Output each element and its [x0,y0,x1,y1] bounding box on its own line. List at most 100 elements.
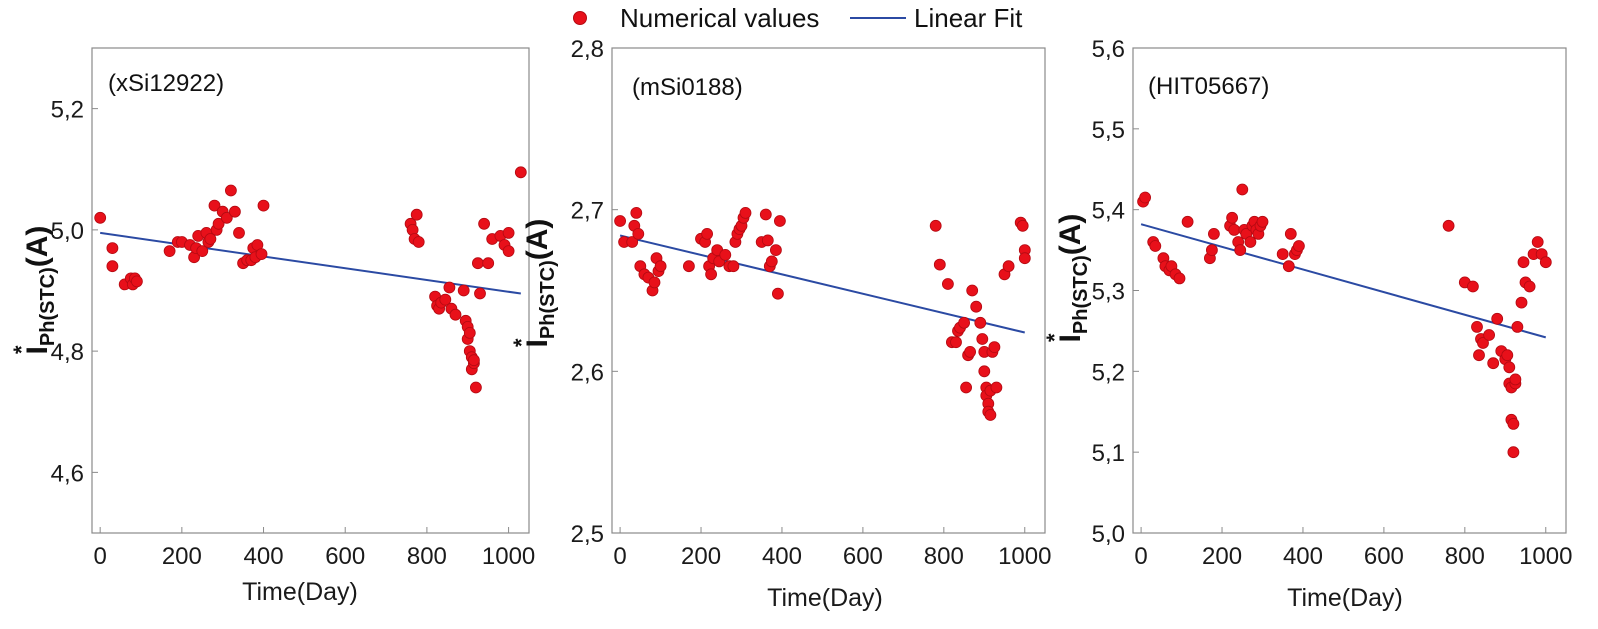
data-point [630,206,643,219]
panel-title: (HIT05667) [1148,73,1269,100]
data-point [449,308,462,321]
data-point [683,260,695,273]
y-axis-label: IPh(STC)(A) * [1042,214,1092,343]
data-point [1467,280,1479,293]
svg-text:*: * [1042,333,1067,342]
data-point [626,236,639,248]
data-point [1002,260,1015,273]
data-point [514,166,527,179]
data-point [1206,244,1218,257]
fit-line [1140,223,1547,339]
data-point [1293,240,1305,252]
y-tick-label: 5,6 [1092,36,1125,63]
y-tick-label: 5,2 [1092,359,1125,386]
data-point [933,258,946,271]
svg-text:IPh(STC)(A): IPh(STC)(A) [21,226,59,355]
data-point [1181,215,1194,228]
data-point [654,260,667,273]
data-point [1471,320,1483,333]
x-tick-label: 0 [613,543,626,570]
y-tick-label: 2,7 [571,198,604,225]
x-tick-label: 200 [162,543,202,570]
data-point [471,257,484,270]
x-tick-label: 800 [407,543,447,570]
data-point [705,268,717,281]
panel-xsi: (xSi12922) Time(Day) IPh(STC)(A) * 0 200 4… [9,47,535,606]
ylabel-i: I [1054,334,1087,342]
plot-frame [91,47,530,534]
data-point [1507,446,1520,459]
ylabel-unit: (A) [521,219,554,261]
x-tick-label: 1000 [482,543,535,570]
data-point [761,234,774,247]
data-point [1208,227,1220,240]
data-point [1473,349,1485,362]
svg-text:*: * [509,338,534,347]
data-point [478,217,491,230]
data-point [1228,223,1241,236]
x-tick-label: 800 [1445,543,1485,570]
data-point [255,248,268,261]
data-point [950,336,962,349]
data-point [727,260,740,273]
y-tick-label: 4,8 [51,339,84,366]
data-point [970,300,983,313]
data-point [257,199,270,212]
data-point [1507,417,1520,430]
plot-frame [611,47,1046,534]
data-point [220,211,233,224]
data-point [1284,227,1297,240]
x-tick-label: 0 [1134,543,1147,570]
data-point [759,208,772,221]
data-point [988,341,1001,354]
data-point [701,227,713,240]
x-axis-label: Time(Day) [1287,584,1403,612]
data-point [1234,244,1247,257]
ylabel-sub: Ph(STC) [537,260,559,339]
x-tick-label: 1000 [1519,543,1572,570]
x-axis-label: Time(Day) [767,584,883,612]
data-point [410,208,423,221]
svg-text:IPh(STC)(A): IPh(STC)(A) [1054,214,1092,343]
svg-text:IPh(STC)(A): IPh(STC)(A) [521,219,559,348]
data-point [1523,280,1536,293]
y-tick-label: 5,0 [1092,521,1125,548]
data-point [1509,373,1522,386]
data-point [412,236,425,248]
data-point [1276,248,1289,261]
ylabel-unit: (A) [1054,214,1087,256]
data-point [1244,236,1257,248]
data-point [632,227,645,240]
data-point [463,326,476,339]
ylabel-i: I [521,339,554,347]
data-point [765,255,778,268]
data-point [1236,183,1249,196]
data-point [1226,211,1238,224]
data-point [467,354,480,367]
data-point [94,211,107,224]
x-tick-label: 0 [93,543,106,570]
x-tick-label: 600 [325,543,365,570]
legend-points-label: Numerical values [620,3,819,33]
data-point [966,284,979,297]
x-tick-label: 1000 [998,543,1051,570]
legend-fit-label: Linear Fit [914,3,1023,33]
y-tick-label: 5,4 [1092,198,1125,225]
y-tick-label: 5,0 [51,218,84,245]
data-point [648,276,661,289]
y-tick-label: 5,5 [1092,117,1125,144]
svg-text:*: * [9,345,34,354]
data-point [502,226,515,239]
data-point [502,245,515,258]
x-tick-label: 400 [1283,543,1323,570]
data-point [1517,256,1530,269]
data-point [106,260,119,273]
data-point [774,215,786,227]
data-point [1018,252,1031,265]
x-tick-label: 400 [762,543,802,570]
data-point [976,333,989,345]
data-point [719,248,732,261]
y-tick-label: 2,6 [571,359,604,386]
data-point [196,245,209,258]
